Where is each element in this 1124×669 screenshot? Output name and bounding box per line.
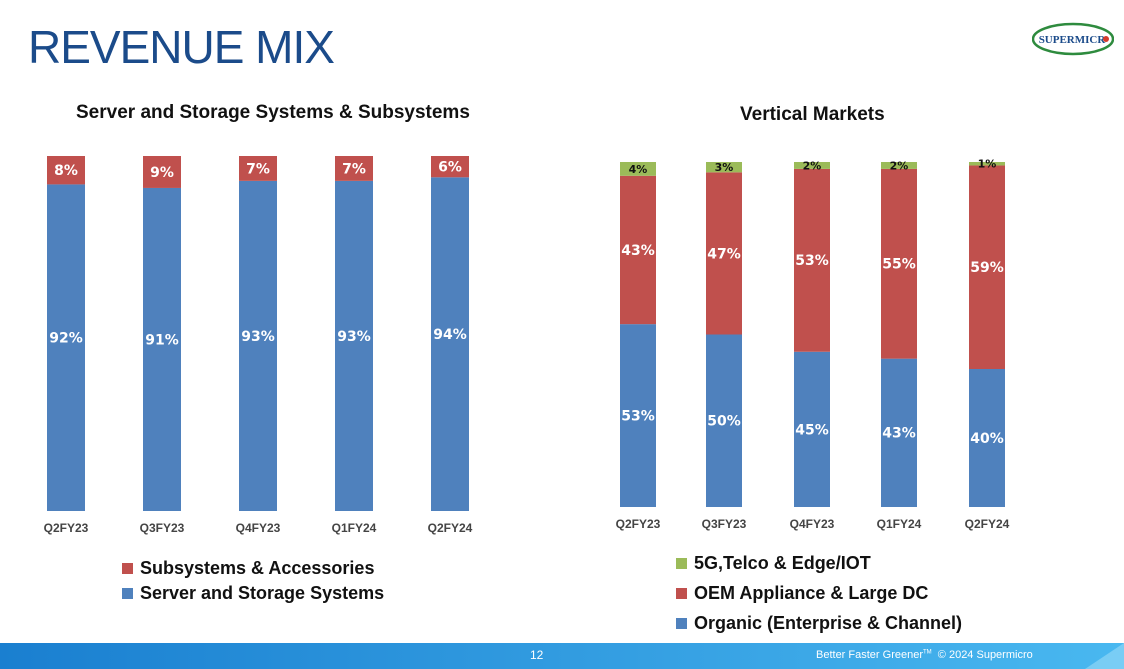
legend-swatch-blue xyxy=(122,588,133,599)
data-label-2-q3fy23-s0: 50% xyxy=(707,414,741,430)
legend-swatch-green xyxy=(676,557,687,569)
footer-background xyxy=(0,643,1124,669)
legend-label: Subsystems & Accessories xyxy=(140,558,375,578)
legend-label: Server and Storage Systems xyxy=(140,583,385,603)
bar-2-q1fy24-s1 xyxy=(881,168,917,359)
tagline-text: Better Faster Greener xyxy=(816,649,923,661)
data-label-1-q1fy24-s1: 7% xyxy=(342,161,366,177)
chart-title-vertical-markets: Vertical Markets xyxy=(740,104,885,125)
bar-1-q2fy23-s0 xyxy=(47,184,85,511)
data-label-2-q1fy24-s2: 2% xyxy=(890,159,909,172)
bar-2-q4fy23-s0 xyxy=(794,351,830,507)
bar-2-q1fy24-s0 xyxy=(881,358,917,507)
legend-item-server-storage: Server and Storage Systems xyxy=(122,581,384,606)
logo-wordmark: SUPERMICR xyxy=(1039,34,1107,46)
data-label-2-q2fy23-s2: 4% xyxy=(629,163,648,176)
bar-2-q4fy23-s2 xyxy=(794,162,830,169)
legend-systems: Subsystems & Accessories Server and Stor… xyxy=(122,556,384,606)
bar-1-q2fy23-s1 xyxy=(47,156,85,185)
bar-2-q2fy23-s2 xyxy=(620,162,656,176)
tick-label-2-q2fy23: Q2FY23 xyxy=(616,517,661,531)
copyright-text: © 2024 Supermicro xyxy=(937,649,1033,661)
data-label-2-q2fy24-s2: 1% xyxy=(978,158,997,171)
data-label-1-q4fy23-s1: 7% xyxy=(246,161,270,177)
bar-1-q3fy23-s1 xyxy=(143,156,181,188)
bar-2-q2fy24-s0 xyxy=(969,369,1005,507)
tick-label-2-q4fy23: Q4FY23 xyxy=(790,517,835,531)
bar-1-q3fy23-s0 xyxy=(143,187,181,511)
bar-2-q2fy24-s2 xyxy=(969,162,1005,166)
data-label-1-q2fy23-s0: 92% xyxy=(49,331,83,347)
legend-vertical-markets: 5G,Telco & Edge/IOT OEM Appliance & Larg… xyxy=(676,548,962,638)
data-label-2-q3fy23-s2: 3% xyxy=(715,161,734,174)
legend-item-5g-telco: 5G,Telco & Edge/IOT xyxy=(676,548,962,578)
bar-2-q3fy23-s0 xyxy=(706,334,742,507)
legend-swatch-red xyxy=(676,587,687,599)
legend-label: OEM Appliance & Large DC xyxy=(694,582,929,603)
page-title: REVENUE MIX xyxy=(28,21,335,73)
tick-label-2-q3fy23: Q3FY23 xyxy=(702,517,747,531)
legend-swatch-blue xyxy=(676,617,687,629)
tick-label-1-q1fy24: Q1FY24 xyxy=(332,521,377,535)
data-label-1-q2fy23-s1: 8% xyxy=(54,163,78,179)
data-label-1-q4fy23-s0: 93% xyxy=(241,329,275,345)
data-label-2-q4fy23-s0: 45% xyxy=(795,422,829,438)
data-label-1-q1fy24-s0: 93% xyxy=(337,329,371,345)
supermicro-logo: SUPERMICR xyxy=(1031,22,1115,56)
legend-swatch-red xyxy=(122,563,133,574)
data-label-2-q4fy23-s2: 2% xyxy=(803,159,822,172)
tick-label-1-q2fy24: Q2FY24 xyxy=(428,521,473,535)
bar-2-q1fy24-s2 xyxy=(881,162,917,169)
tick-label-2-q1fy24: Q1FY24 xyxy=(877,517,922,531)
legend-item-organic: Organic (Enterprise & Channel) xyxy=(676,608,962,638)
data-label-2-q3fy23-s1: 47% xyxy=(707,246,741,262)
bar-1-q1fy24-s0 xyxy=(335,180,373,511)
data-label-2-q1fy24-s0: 43% xyxy=(882,426,916,442)
bar-1-q1fy24-s1 xyxy=(335,156,373,181)
bar-2-q3fy23-s1 xyxy=(706,172,742,335)
bar-2-q2fy23-s0 xyxy=(620,324,656,507)
legend-item-subsystems: Subsystems & Accessories xyxy=(122,556,384,581)
data-label-1-q3fy23-s1: 9% xyxy=(150,165,174,181)
tick-label-1-q3fy23: Q3FY23 xyxy=(140,521,185,535)
footer-tagline: Better Faster GreenerTM © 2024 Supermicr… xyxy=(816,649,1033,661)
tick-label-1-q2fy23: Q2FY23 xyxy=(44,521,89,535)
data-label-2-q2fy24-s0: 40% xyxy=(970,431,1004,447)
bar-1-q4fy23-s1 xyxy=(239,156,277,181)
bar-2-q4fy23-s1 xyxy=(794,168,830,352)
legend-label: Organic (Enterprise & Channel) xyxy=(694,612,963,633)
data-label-1-q2fy24-s1: 6% xyxy=(438,160,462,176)
bar-2-q3fy23-s2 xyxy=(706,162,742,173)
data-label-2-q2fy24-s1: 59% xyxy=(970,260,1004,276)
footer-bar: 12 Better Faster GreenerTM © 2024 Superm… xyxy=(0,643,1124,669)
tick-label-2-q2fy24: Q2FY24 xyxy=(965,517,1010,531)
data-label-2-q2fy23-s0: 53% xyxy=(621,408,655,424)
trademark-mark: TM xyxy=(923,649,932,656)
legend-label: 5G,Telco & Edge/IOT xyxy=(694,552,871,573)
bar-1-q4fy23-s0 xyxy=(239,180,277,511)
bar-2-q2fy24-s1 xyxy=(969,165,1005,369)
bar-1-q2fy24-s1 xyxy=(431,156,469,178)
data-label-2-q2fy23-s1: 43% xyxy=(621,243,655,259)
bar-1-q2fy24-s0 xyxy=(431,177,469,512)
chart-title-systems: Server and Storage Systems & Subsystems xyxy=(76,102,470,123)
tick-label-1-q4fy23: Q4FY23 xyxy=(236,521,281,535)
legend-item-oem: OEM Appliance & Large DC xyxy=(676,578,962,608)
data-label-2-q4fy23-s1: 53% xyxy=(795,253,829,269)
page-number: 12 xyxy=(530,648,544,662)
data-label-1-q2fy24-s0: 94% xyxy=(433,327,467,343)
data-label-1-q3fy23-s0: 91% xyxy=(145,332,179,348)
bar-2-q2fy23-s1 xyxy=(620,175,656,325)
data-label-2-q1fy24-s1: 55% xyxy=(882,257,916,273)
